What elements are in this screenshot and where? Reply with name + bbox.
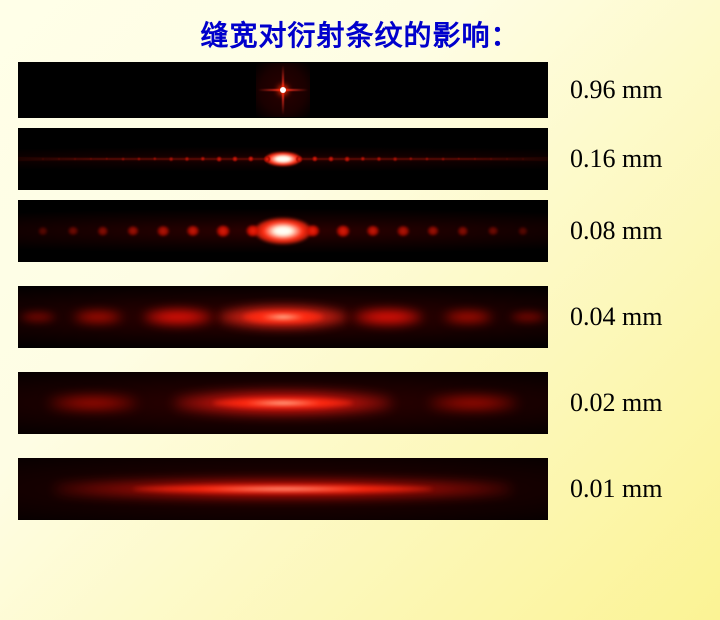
secondary-maximum [38, 227, 47, 235]
pattern-rows: 0.96 mm 0.16 mm 0.08 mm 0.04 mm 0.02 mm … [0, 62, 720, 520]
secondary-maximum [474, 158, 476, 160]
secondary-maximum [74, 158, 76, 160]
slit-width-label: 0.96 mm [548, 75, 662, 105]
secondary-maximum [264, 156, 270, 162]
secondary-maximum [345, 157, 350, 162]
secondary-maximum [458, 227, 468, 236]
secondary-maximum [68, 227, 78, 235]
secondary-maximum [143, 309, 213, 325]
secondary-maximum [442, 158, 445, 161]
secondary-maximum [361, 157, 365, 161]
secondary-maximum [98, 227, 108, 236]
secondary-maximum [367, 226, 379, 236]
secondary-maximum [90, 158, 92, 160]
diffraction-pattern-0.16mm [18, 128, 548, 190]
secondary-maximum [488, 227, 498, 235]
secondary-maximum [296, 156, 302, 162]
diffraction-pattern-0.08mm [18, 200, 548, 262]
secondary-maximum [506, 158, 508, 160]
pattern-row: 0.16 mm [18, 128, 720, 190]
secondary-maximum [73, 311, 123, 323]
secondary-maximum [187, 226, 199, 236]
secondary-maximum [443, 311, 493, 323]
secondary-maximum [201, 157, 205, 161]
diffraction-pattern-0.04mm [18, 286, 548, 348]
secondary-maximum [397, 226, 409, 236]
secondary-maximum [157, 226, 169, 236]
slit-width-label: 0.01 mm [548, 474, 662, 504]
slit-width-label: 0.04 mm [548, 302, 662, 332]
secondary-maximum [185, 157, 189, 161]
central-core [213, 398, 353, 408]
secondary-maximum [48, 397, 138, 409]
secondary-maximum [153, 157, 156, 160]
slit-width-label: 0.02 mm [548, 388, 662, 418]
secondary-maximum [328, 156, 333, 161]
pattern-row: 0.04 mm [18, 286, 720, 348]
slit-width-label: 0.08 mm [548, 216, 662, 246]
secondary-maximum [518, 227, 527, 235]
secondary-maximum [409, 157, 412, 160]
diffraction-pattern-0.02mm [18, 372, 548, 434]
secondary-maximum [490, 158, 492, 160]
secondary-maximum [306, 225, 319, 236]
secondary-maximum [377, 157, 381, 161]
bright-core [280, 87, 286, 93]
secondary-maximum [522, 158, 524, 160]
central-core [243, 311, 323, 323]
secondary-maximum [425, 157, 428, 160]
secondary-maximum [58, 158, 60, 160]
pattern-row: 0.02 mm [18, 372, 720, 434]
secondary-maximum [42, 158, 44, 160]
secondary-maximum [232, 156, 237, 161]
secondary-maximum [20, 312, 56, 322]
secondary-maximum [353, 309, 423, 325]
secondary-maximum [312, 156, 317, 161]
secondary-maximum [428, 226, 439, 235]
slit-width-label: 0.16 mm [548, 144, 662, 174]
page-title: 缝宽对衍射条纹的影响： [0, 0, 720, 62]
central-core [133, 485, 433, 493]
secondary-maximum [428, 397, 518, 409]
secondary-maximum [137, 157, 140, 160]
secondary-maximum [169, 157, 173, 161]
secondary-maximum [217, 157, 222, 162]
secondary-maximum [337, 226, 350, 237]
secondary-maximum [248, 156, 253, 161]
pattern-row: 0.08 mm [18, 200, 720, 262]
secondary-maximum [122, 158, 125, 161]
diffraction-pattern-0.96mm [18, 62, 548, 118]
diffraction-pattern-0.01mm [18, 458, 548, 520]
pattern-row: 0.96 mm [18, 62, 720, 118]
central-maximum [255, 218, 311, 244]
pattern-row: 0.01 mm [18, 458, 720, 520]
secondary-maximum [128, 226, 139, 235]
secondary-maximum [217, 226, 230, 237]
secondary-maximum [510, 312, 546, 322]
secondary-maximum [393, 157, 397, 161]
